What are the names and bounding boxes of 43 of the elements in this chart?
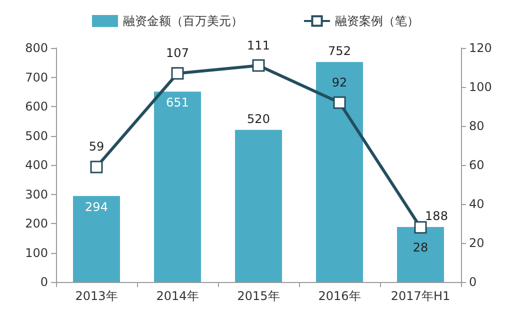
point xyxy=(171,67,184,80)
y-tick-label: 100 xyxy=(25,246,48,260)
y-tick-label: 800 xyxy=(25,41,48,55)
bar xyxy=(73,196,120,282)
y-tick-label: 0 xyxy=(40,275,48,289)
x-tick-label: 2015年 xyxy=(237,289,280,303)
y-tick-label: 500 xyxy=(25,128,48,143)
y2-tick-label: 120 xyxy=(469,41,492,55)
data-label: 188 xyxy=(425,209,448,224)
y-tick-label: 600 xyxy=(25,100,48,114)
legend-label: 融资案例（笔） xyxy=(335,14,419,28)
x-tick-label: 2013年 xyxy=(75,289,118,303)
data-label: 59 xyxy=(88,140,104,154)
legend-label: 融资金额（百万美元） xyxy=(123,14,243,28)
point xyxy=(414,221,427,234)
y2-tick-label: 20 xyxy=(469,236,484,250)
y2-tick-label: 0 xyxy=(469,275,477,289)
y-tick-label: 200 xyxy=(25,216,48,230)
data-label: 651 xyxy=(166,96,189,110)
data-label: 111 xyxy=(247,38,270,52)
point xyxy=(90,160,103,174)
point xyxy=(252,59,265,72)
data-label: 92 xyxy=(332,75,348,90)
x-tick-label: 2016年 xyxy=(318,289,361,303)
x-tick-label: 2017年H1 xyxy=(390,289,450,303)
y-tick-label: 400 xyxy=(25,158,48,172)
data-label: 520 xyxy=(247,112,270,126)
y2-tick-label: 80 xyxy=(469,119,484,133)
data-label: 294 xyxy=(85,200,108,214)
bar xyxy=(316,62,363,282)
y2-tick-label: 40 xyxy=(469,197,484,211)
bar xyxy=(235,130,282,282)
data-label: 28 xyxy=(412,240,428,255)
point xyxy=(333,96,346,109)
y-tick-label: 700 xyxy=(25,70,48,84)
bar xyxy=(397,227,444,282)
y-tick-label: 300 xyxy=(25,187,48,202)
y2-tick-label: 100 xyxy=(469,80,492,94)
y2-tick-label: 60 xyxy=(469,158,484,172)
data-label: 752 xyxy=(328,44,351,58)
x-tick-label: 2014年 xyxy=(156,289,199,303)
data-label: 107 xyxy=(166,46,189,60)
bar xyxy=(154,92,201,282)
